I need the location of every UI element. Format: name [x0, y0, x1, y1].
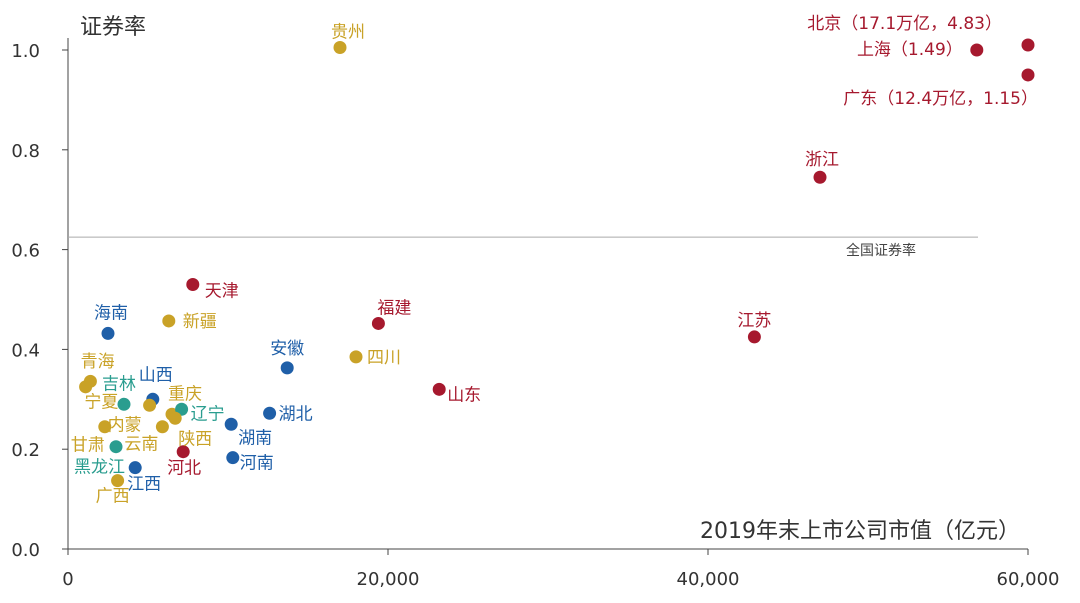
point-海南	[101, 326, 115, 340]
point-label-海南: 海南	[94, 303, 128, 323]
x-tick-label: 0	[62, 569, 73, 590]
point-label-黑龙江: 黑龙江	[74, 458, 125, 478]
point-贵州	[333, 41, 347, 55]
point-label-甘肃: 甘肃	[71, 436, 105, 456]
point-label-重庆: 重庆	[168, 384, 202, 404]
point-安徽	[280, 361, 294, 375]
point-江西	[128, 461, 142, 475]
axes	[67, 38, 1028, 550]
point-陕西	[168, 411, 182, 425]
point-内蒙	[143, 398, 157, 412]
point-吉林	[117, 397, 131, 411]
point-甘肃	[98, 420, 112, 434]
point-湖南	[224, 417, 238, 431]
point-label-河北: 河北	[167, 459, 201, 479]
point-浙江	[813, 170, 827, 184]
point-label-福建: 福建	[377, 298, 411, 318]
point-新疆	[162, 314, 176, 328]
point-label-安徽: 安徽	[270, 339, 304, 359]
point-label-湖北: 湖北	[279, 404, 313, 424]
x-ticks: 0 20,000 40,000 60,000	[62, 549, 1059, 590]
point-label-北京: 北京（17.1万亿，4.83）	[807, 14, 1002, 34]
y-tick-label: 0.4	[11, 340, 40, 361]
point-宁夏	[83, 374, 97, 388]
point-广西	[111, 474, 125, 488]
reference-line-group: 全国证券率	[68, 236, 978, 259]
point-labels: 北京（17.1万亿，4.83） 上海（1.49） 广东（12.4万亿，1.15） 贵州…	[71, 14, 1038, 507]
point-label-吉林: 吉林	[102, 374, 136, 394]
point-label-山东: 山东	[447, 385, 481, 405]
point-label-内蒙: 内蒙	[108, 415, 142, 435]
point-天津	[186, 278, 200, 292]
point-label-四川: 四川	[367, 348, 401, 368]
y-tick-label: 1.0	[11, 41, 40, 62]
point-label-河南: 河南	[240, 454, 274, 474]
y-tick-label: 0.6	[11, 241, 40, 262]
y-tick-label: 0.2	[11, 440, 40, 461]
point-label-陕西: 陕西	[178, 429, 212, 449]
point-云南	[155, 420, 169, 434]
point-四川	[349, 350, 363, 364]
point-山东	[432, 382, 446, 396]
x-tick-label: 20,000	[357, 569, 420, 590]
point-江苏	[747, 330, 761, 344]
y-ticks: 0.0 0.2 0.4 0.6 0.8 1.0	[11, 41, 68, 561]
point-广东	[1021, 68, 1035, 82]
x-axis-title: 2019年末上市公司市值（亿元）	[700, 519, 1020, 544]
point-黑龙江	[109, 440, 123, 454]
x-tick-label: 40,000	[677, 569, 740, 590]
point-label-云南: 云南	[124, 435, 158, 455]
x-tick-label: 60,000	[997, 569, 1060, 590]
y-axis-title: 证券率	[80, 15, 146, 40]
point-label-新疆: 新疆	[183, 312, 217, 332]
point-label-江苏: 江苏	[737, 311, 771, 331]
point-河南	[226, 451, 240, 465]
reference-line-label: 全国证券率	[846, 242, 916, 259]
y-tick-label: 0.0	[11, 540, 40, 561]
point-河北	[176, 445, 190, 459]
point-label-山西: 山西	[139, 365, 173, 385]
point-label-上海: 上海（1.49）	[857, 40, 963, 60]
point-福建	[371, 316, 385, 330]
data-points	[79, 38, 1035, 488]
point-label-天津: 天津	[205, 282, 239, 302]
y-tick-label: 0.8	[11, 141, 40, 162]
point-label-广东: 广东（12.4万亿，1.15）	[843, 89, 1038, 109]
point-label-浙江: 浙江	[805, 150, 839, 170]
point-湖北	[263, 406, 277, 420]
point-label-青海: 青海	[81, 352, 115, 372]
point-label-辽宁: 辽宁	[191, 404, 225, 424]
point-label-宁夏: 宁夏	[84, 392, 118, 412]
point-label-湖南: 湖南	[238, 428, 272, 448]
point-上海	[970, 43, 984, 57]
point-label-贵州: 贵州	[331, 23, 365, 43]
point-label-江西: 江西	[127, 475, 161, 495]
point-北京	[1021, 38, 1035, 52]
point-label-广西: 广西	[96, 487, 130, 507]
point-辽宁	[175, 402, 189, 416]
